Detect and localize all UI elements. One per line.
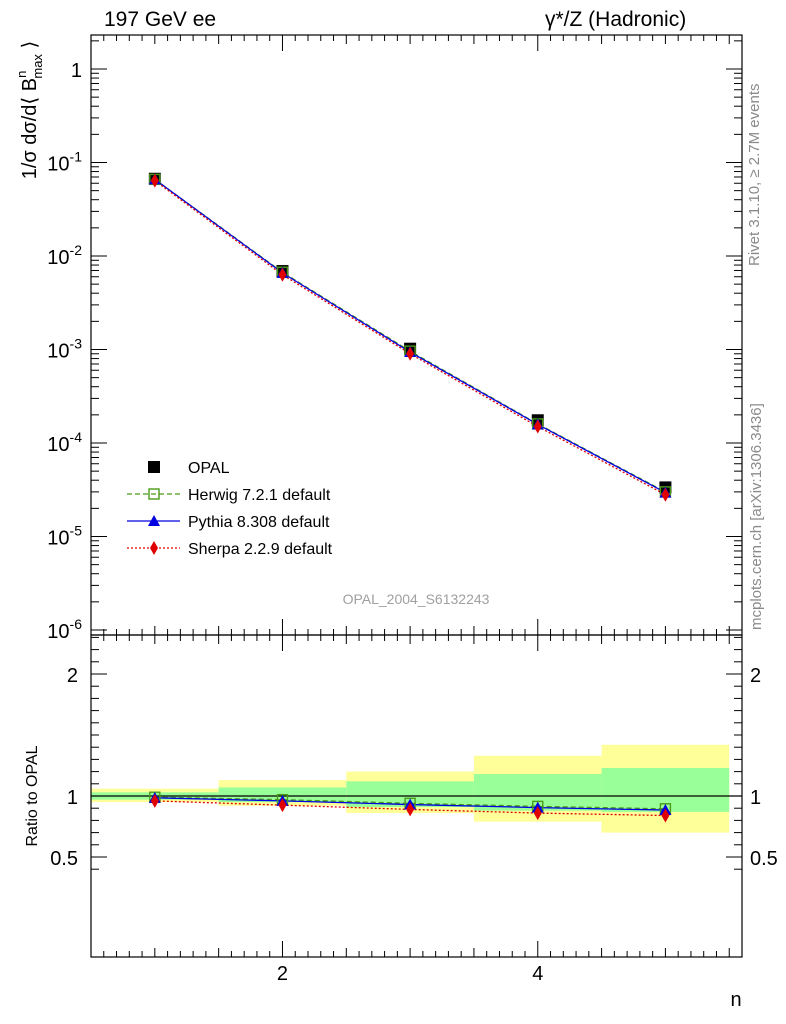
ratio-y-tick-label-right: 0.5	[750, 848, 778, 870]
x-tick-label: 2	[277, 963, 288, 985]
data-point	[406, 346, 415, 361]
y-tick-label: 10-2	[47, 242, 82, 269]
series-line	[154, 178, 666, 494]
y-tick-label: 10-3	[47, 336, 82, 363]
y-tick-label-base: 10	[47, 247, 69, 269]
analysis-watermark: OPAL_2004_S6132243	[343, 591, 490, 607]
ratio-series-line	[154, 796, 666, 810]
y-axis-label-part: 1/σ dσ/d⟨ B	[19, 78, 41, 179]
y-tick-label-exponent: -6	[70, 616, 83, 632]
ratio-series-line	[154, 800, 666, 817]
ratio-y-tick-label: 0.5	[50, 848, 78, 870]
y-tick-label-exponent: -2	[70, 242, 83, 258]
y-tick-label: 10-6	[47, 616, 82, 643]
x-axis-label: n	[730, 989, 741, 1011]
legend-marker	[148, 461, 160, 473]
y-axis-label-part: ⟩	[19, 41, 41, 54]
legend-label: Sherpa 2.2.9 default	[188, 541, 333, 558]
y-axis-label-sup: n	[14, 71, 29, 78]
y-tick-label-base: 10	[47, 528, 69, 550]
y-tick-label-base: 10	[47, 621, 69, 643]
y-axis-label: 1/σ dσ/d⟨ Bnmax ⟩	[14, 41, 45, 180]
legend-marker	[150, 541, 158, 555]
y-tick-label-base: 10	[47, 154, 69, 176]
y-tick-label-exponent: -4	[70, 429, 83, 445]
plot-title-right: γ*/Z (Hadronic)	[545, 8, 687, 31]
legend-label: Pythia 8.308 default	[188, 514, 330, 531]
data-point	[278, 267, 287, 282]
y-tick-label-base: 10	[47, 341, 69, 363]
plot-title-left: 197 GeV ee	[104, 8, 217, 31]
ratio-y-tick-label: 2	[67, 665, 78, 687]
data-point	[533, 419, 542, 434]
x-tick-label: 4	[532, 963, 543, 985]
ratio-data-point	[278, 798, 287, 813]
ratio-data-point	[150, 793, 159, 808]
y-axis-label-sub: max	[30, 54, 45, 79]
data-point	[150, 173, 159, 188]
legend-marker	[148, 488, 160, 500]
y-tick-label: 1	[71, 60, 82, 82]
y-tick-label-exponent: -3	[70, 336, 83, 352]
series-line	[154, 180, 666, 496]
y-tick-label: 10-4	[47, 429, 82, 456]
y-tick-label: 10-5	[47, 523, 82, 550]
ratio-data-point	[661, 808, 670, 823]
ratio-y-axis-label: Ratio to OPAL	[24, 745, 41, 846]
legend-marker	[148, 515, 160, 526]
series-line	[154, 178, 666, 493]
legend-label: OPAL	[188, 460, 230, 477]
ratio-y-tick-label-right: 1	[750, 787, 761, 809]
y-tick-label: 10-1	[47, 149, 82, 176]
y-tick-label-base: 10	[47, 434, 69, 456]
ratio-data-point	[406, 802, 415, 817]
legend-label: Herwig 7.2.1 default	[188, 487, 331, 504]
ratio-y-tick-label-right: 2	[750, 665, 761, 687]
ratio-data-point	[533, 806, 542, 821]
y-tick-label-exponent: -1	[70, 149, 83, 165]
y-tick-label-exponent: -5	[70, 523, 83, 539]
data-point	[661, 487, 670, 502]
ratio-y-tick-label: 1	[67, 787, 78, 809]
